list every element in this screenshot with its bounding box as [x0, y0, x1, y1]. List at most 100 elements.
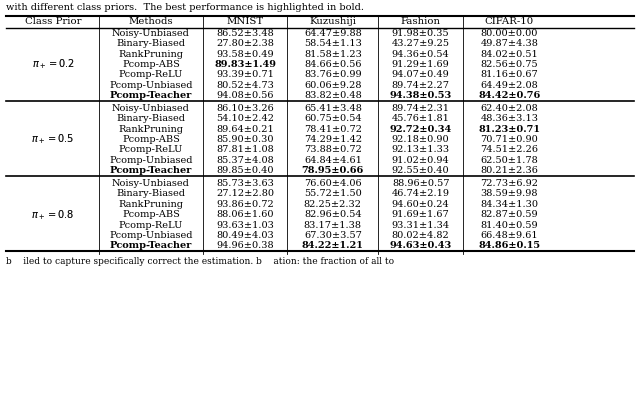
- Text: 73.88±0.72: 73.88±0.72: [304, 146, 362, 154]
- Text: Binary-Biased: Binary-Biased: [116, 39, 186, 48]
- Text: 78.41±0.72: 78.41±0.72: [304, 125, 362, 134]
- Text: 93.31±1.34: 93.31±1.34: [392, 221, 450, 230]
- Text: Class Prior: Class Prior: [24, 18, 81, 26]
- Text: 94.63±0.43: 94.63±0.43: [390, 242, 452, 250]
- Text: 82.25±2.32: 82.25±2.32: [304, 200, 362, 209]
- Text: 93.39±0.71: 93.39±0.71: [216, 70, 274, 79]
- Text: 93.58±0.49: 93.58±0.49: [216, 50, 274, 58]
- Text: 54.10±2.42: 54.10±2.42: [216, 114, 274, 123]
- Text: 27.80±2.38: 27.80±2.38: [216, 39, 274, 48]
- Text: Fashion: Fashion: [401, 18, 441, 26]
- Text: 82.96±0.54: 82.96±0.54: [304, 210, 362, 219]
- Text: $\pi_+ = 0.2$: $\pi_+ = 0.2$: [31, 58, 74, 71]
- Text: 72.73±6.92: 72.73±6.92: [481, 179, 538, 188]
- Text: 82.56±0.75: 82.56±0.75: [481, 60, 538, 69]
- Text: 86.52±3.48: 86.52±3.48: [216, 29, 274, 38]
- Text: 84.42±0.76: 84.42±0.76: [478, 91, 541, 100]
- Text: 91.69±1.67: 91.69±1.67: [392, 210, 449, 219]
- Text: 81.58±1.23: 81.58±1.23: [304, 50, 362, 58]
- Text: 88.06±1.60: 88.06±1.60: [216, 210, 274, 219]
- Text: Pcomp-ABS: Pcomp-ABS: [122, 60, 180, 69]
- Text: 89.74±2.27: 89.74±2.27: [392, 81, 450, 90]
- Text: Methods: Methods: [129, 18, 173, 26]
- Text: 85.90±0.30: 85.90±0.30: [216, 135, 274, 144]
- Text: 43.27±9.25: 43.27±9.25: [392, 39, 450, 48]
- Text: 49.87±4.38: 49.87±4.38: [481, 39, 538, 48]
- Text: 62.40±2.08: 62.40±2.08: [481, 104, 538, 113]
- Text: 92.72±0.34: 92.72±0.34: [390, 125, 452, 134]
- Text: 81.23±0.71: 81.23±0.71: [479, 125, 540, 134]
- Text: 93.86±0.72: 93.86±0.72: [216, 200, 274, 209]
- Text: 81.40±0.59: 81.40±0.59: [481, 221, 538, 230]
- Text: 94.08±0.56: 94.08±0.56: [216, 91, 274, 100]
- Text: $\pi_+ = 0.2$: $\pi_+ = 0.2$: [31, 58, 74, 71]
- Text: $\pi_+ = 0.5$: $\pi_+ = 0.5$: [31, 133, 74, 146]
- Text: Pcomp-Unbiased: Pcomp-Unbiased: [109, 81, 193, 90]
- Text: 84.02±0.51: 84.02±0.51: [481, 50, 538, 58]
- Text: 89.83±1.49: 89.83±1.49: [214, 60, 276, 69]
- Text: 48.36±3.13: 48.36±3.13: [481, 114, 538, 123]
- Text: 83.82±0.48: 83.82±0.48: [304, 91, 362, 100]
- Text: Pcomp-ReLU: Pcomp-ReLU: [119, 146, 183, 154]
- Text: 64.84±4.61: 64.84±4.61: [304, 156, 362, 165]
- Text: 80.52±4.73: 80.52±4.73: [216, 81, 274, 90]
- Text: with different class priors.  The best performance is highlighted in bold.: with different class priors. The best pe…: [6, 3, 364, 12]
- Text: 78.95±0.66: 78.95±0.66: [301, 166, 364, 175]
- Text: Binary-Biased: Binary-Biased: [116, 190, 186, 198]
- Text: Binary-Biased: Binary-Biased: [116, 114, 186, 123]
- Text: 93.63±1.03: 93.63±1.03: [216, 221, 274, 230]
- Text: 46.74±2.19: 46.74±2.19: [392, 190, 450, 198]
- Text: Pcomp-ReLU: Pcomp-ReLU: [119, 70, 183, 79]
- Text: Noisy-Unbiased: Noisy-Unbiased: [112, 179, 190, 188]
- Text: 89.85±0.40: 89.85±0.40: [216, 166, 274, 175]
- Text: Kuzushiji: Kuzushiji: [309, 18, 356, 26]
- Text: $\pi_+ = 0.2$: $\pi_+ = 0.2$: [31, 58, 74, 71]
- Text: RankPruning: RankPruning: [118, 125, 184, 134]
- Text: 94.96±0.38: 94.96±0.38: [216, 242, 274, 250]
- Text: Noisy-Unbiased: Noisy-Unbiased: [112, 104, 190, 113]
- Text: 94.60±0.24: 94.60±0.24: [392, 200, 449, 209]
- Text: 86.10±3.26: 86.10±3.26: [216, 104, 274, 113]
- Text: $\pi_+ = 0.8$: $\pi_+ = 0.8$: [31, 208, 74, 222]
- Text: 84.66±0.56: 84.66±0.56: [304, 60, 362, 69]
- Text: MNIST: MNIST: [227, 18, 264, 26]
- Text: Pcomp-Teacher: Pcomp-Teacher: [110, 242, 192, 250]
- Text: 60.75±0.54: 60.75±0.54: [304, 114, 362, 123]
- Text: 85.73±3.63: 85.73±3.63: [216, 179, 274, 188]
- Text: Pcomp-ReLU: Pcomp-ReLU: [119, 221, 183, 230]
- Text: b    iled to capture specifically correct the estimation. b    ation: the fracti: b iled to capture specifically correct t…: [6, 257, 394, 266]
- Text: 80.21±2.36: 80.21±2.36: [481, 166, 538, 175]
- Text: 65.41±3.48: 65.41±3.48: [304, 104, 362, 113]
- Text: 62.50±1.78: 62.50±1.78: [481, 156, 538, 165]
- Text: 84.22±1.21: 84.22±1.21: [302, 242, 364, 250]
- Text: 94.38±0.53: 94.38±0.53: [390, 91, 452, 100]
- Text: RankPruning: RankPruning: [118, 50, 184, 58]
- Text: 64.47±9.88: 64.47±9.88: [304, 29, 362, 38]
- Text: $\pi_+ = 0.8$: $\pi_+ = 0.8$: [31, 208, 74, 222]
- Text: 83.76±0.99: 83.76±0.99: [304, 70, 362, 79]
- Text: 84.34±1.30: 84.34±1.30: [481, 200, 538, 209]
- Text: 83.17±1.38: 83.17±1.38: [304, 221, 362, 230]
- Text: 80.02±4.82: 80.02±4.82: [392, 231, 449, 240]
- Text: 58.54±1.13: 58.54±1.13: [304, 39, 362, 48]
- Text: Noisy-Unbiased: Noisy-Unbiased: [112, 29, 190, 38]
- Text: 92.18±0.90: 92.18±0.90: [392, 135, 449, 144]
- Text: 74.51±2.26: 74.51±2.26: [481, 146, 538, 154]
- Text: 76.60±4.06: 76.60±4.06: [304, 179, 362, 188]
- Text: Pcomp-Teacher: Pcomp-Teacher: [110, 166, 192, 175]
- Text: 92.55±0.40: 92.55±0.40: [392, 166, 449, 175]
- Text: 74.29±1.42: 74.29±1.42: [304, 135, 362, 144]
- Text: 38.59±9.98: 38.59±9.98: [481, 190, 538, 198]
- Text: 92.13±1.33: 92.13±1.33: [392, 146, 450, 154]
- Text: 91.02±0.94: 91.02±0.94: [392, 156, 449, 165]
- Text: Pcomp-Unbiased: Pcomp-Unbiased: [109, 156, 193, 165]
- Text: 82.87±0.59: 82.87±0.59: [481, 210, 538, 219]
- Text: $\pi_+ = 0.5$: $\pi_+ = 0.5$: [31, 133, 74, 146]
- Text: 45.76±1.81: 45.76±1.81: [392, 114, 450, 123]
- Text: 55.72±1.50: 55.72±1.50: [304, 190, 362, 198]
- Text: 91.98±0.35: 91.98±0.35: [392, 29, 449, 38]
- Text: 85.37±4.08: 85.37±4.08: [216, 156, 274, 165]
- Text: 94.36±0.54: 94.36±0.54: [392, 50, 449, 58]
- Text: 84.86±0.15: 84.86±0.15: [478, 242, 540, 250]
- Text: 87.81±1.08: 87.81±1.08: [216, 146, 274, 154]
